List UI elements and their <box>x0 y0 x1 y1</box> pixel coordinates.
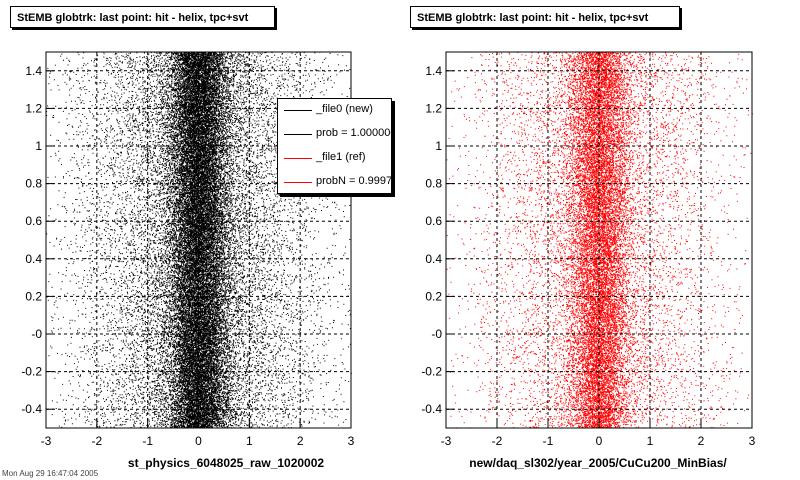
legend-label-prob: prob = 1.000000 <box>316 127 392 139</box>
x-tick-label: -3 <box>441 434 452 448</box>
legend-entry-probn: probN = 0.999700 <box>278 171 392 193</box>
y-tick-label: -0.4 <box>421 402 442 416</box>
legend-entry-prob: prob = 1.000000 <box>278 123 392 147</box>
y-tick-label: 0.4 <box>25 252 42 266</box>
y-tick-label: -0.2 <box>21 365 42 379</box>
x-tick-label: 1 <box>647 434 654 448</box>
y-tick-label: 0.2 <box>25 289 42 303</box>
y-tick-label: 1 <box>35 139 42 153</box>
y-tick-label: 1.4 <box>425 64 442 78</box>
y-tick-label: 0.8 <box>25 177 42 191</box>
x-tick-label: -3 <box>41 434 52 448</box>
legend-line-probn <box>284 182 312 183</box>
right-scatter-plot: -3 -2 -1 0 1 2 3 -0.4 -0.2 -0 0.2 0.4 0.6 0.8 1 1.2 1.4 <box>421 51 756 448</box>
legend-label-file1: _file1 (ref) <box>316 151 366 163</box>
x-tick-label: -1 <box>543 434 554 448</box>
left-scatter-plot: -3 -2 -1 0 1 2 3 -0.4 -0.2 -0 0.2 0.4 0.6 0.8 1 1.2 1.4 <box>21 51 355 448</box>
right-plot-pad: -3 -2 -1 0 1 2 3 -0.4 -0.2 -0 0.2 0.4 0.6 0.8 1 1.2 1.4 … <box>400 0 800 480</box>
legend-line-prob <box>284 134 312 135</box>
legend-line-file0 <box>284 110 312 111</box>
left-x-axis-title: st_physics_6048025_raw_1020002 <box>127 456 325 470</box>
legend-entry-file1: _file1 (ref) <box>278 147 391 171</box>
y-tick-label: -0 <box>31 327 42 341</box>
y-tick-label: 1 <box>435 139 442 153</box>
y-tick-label: 0.2 <box>425 289 442 303</box>
legend-line-file1 <box>284 158 312 159</box>
y-tick-label: -0.2 <box>421 365 442 379</box>
x-tick-label: -1 <box>142 434 153 448</box>
x-tick-label: 3 <box>749 434 756 448</box>
right-plot-title: StEMB globtrk: last point: hit - helix, … <box>410 6 680 28</box>
x-tick-label: 3 <box>348 434 355 448</box>
left-plot-pad: -3 -2 -1 0 1 2 3 -0.4 -0.2 -0 0.2 0.4 0.6 0.8 1 1.2 1.4 … <box>2 6 392 478</box>
legend-label-file0: _file0 (new) <box>316 103 373 115</box>
legend: _file0 (new) prob = 1.000000 _file1 (ref… <box>277 98 392 194</box>
x-tick-label: 2 <box>297 434 304 448</box>
y-tick-label: 1.2 <box>25 101 42 115</box>
right-x-axis-title: new/daq_sl302/year_2005/CuCu200_MinBias/ <box>469 456 727 470</box>
y-tick-label: 1.4 <box>25 64 42 78</box>
scatter-points <box>46 51 352 429</box>
y-tick-label: 0.6 <box>25 214 42 228</box>
legend-label-probn: probN = 0.999700 <box>316 175 392 187</box>
x-tick-label: 0 <box>596 434 603 448</box>
x-tick-label: 0 <box>195 434 202 448</box>
x-tick-label: -2 <box>492 434 503 448</box>
timestamp-footer: Mon Aug 29 16:47:04 2005 <box>2 469 99 478</box>
x-tick-label: -2 <box>91 434 102 448</box>
legend-entry-file0: _file0 (new) <box>278 99 391 123</box>
scatter-points <box>446 51 753 429</box>
left-plot-title: StEMB globtrk: last point: hit - helix, … <box>10 6 275 28</box>
x-tick-label: 2 <box>698 434 705 448</box>
y-tick-label: 0.8 <box>425 177 442 191</box>
y-tick-label: 0.6 <box>425 214 442 228</box>
y-tick-label: -0.4 <box>21 402 42 416</box>
y-tick-label: -0 <box>431 327 442 341</box>
x-tick-label: 1 <box>246 434 253 448</box>
y-tick-label: 0.4 <box>425 252 442 266</box>
y-tick-label: 1.2 <box>425 101 442 115</box>
